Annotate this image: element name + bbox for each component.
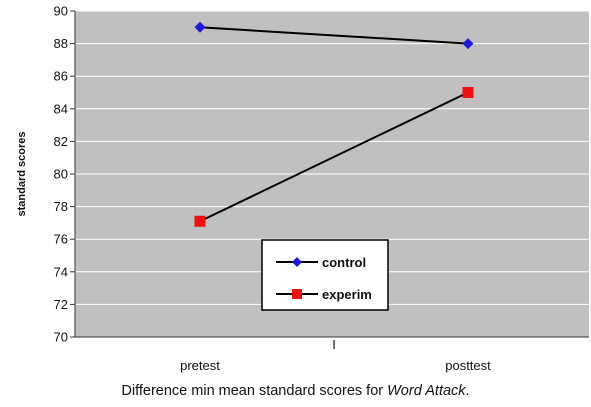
series-experim: [194, 87, 474, 227]
legend-label-control: control: [322, 255, 366, 270]
data-point-experim: [462, 87, 474, 98]
y-tick-label: 80: [54, 167, 68, 182]
legend-label-experim: experim: [322, 287, 372, 302]
data-point-experim: [194, 215, 206, 227]
data-point-control: [194, 21, 206, 33]
y-tick-label: 84: [54, 101, 68, 116]
series-control: [194, 21, 474, 50]
y-axis-label: standard scores: [16, 132, 28, 217]
caption-emphasis: Word Attack: [387, 383, 466, 399]
y-tick-label: 74: [54, 264, 68, 279]
y-tick-label: 72: [54, 297, 68, 312]
series-line-experim: [199, 91, 469, 223]
legend-marker-experim: [292, 289, 302, 299]
x-tick-label: posttest: [445, 358, 491, 373]
y-axis-ticks: 70 72 74 76 78 80 82 84 86 88 90: [54, 4, 75, 345]
x-axis-ticks: pretest posttest I: [180, 337, 491, 373]
x-tick-label: pretest: [180, 358, 220, 373]
series-group: [194, 21, 474, 227]
legend-box: [261, 239, 389, 311]
y-tick-label: 76: [54, 232, 68, 247]
y-tick-label: 82: [54, 134, 68, 149]
y-tick-label: 90: [54, 4, 68, 19]
y-tick-label: 88: [54, 36, 68, 51]
data-point-control: [462, 38, 474, 50]
x-middle-tick: I: [332, 337, 336, 352]
y-tick-label: 70: [54, 330, 68, 345]
caption-suffix: .: [465, 383, 470, 399]
y-tick-label: 78: [54, 199, 68, 214]
y-tick-label: 86: [54, 69, 68, 84]
figure-caption: Difference min mean standard scores for …: [0, 383, 591, 399]
legend-marker-control: [292, 257, 302, 267]
legend: control experim: [261, 239, 389, 311]
series-line-control: [199, 26, 469, 45]
caption-prefix: Difference min mean standard scores for: [121, 383, 388, 399]
